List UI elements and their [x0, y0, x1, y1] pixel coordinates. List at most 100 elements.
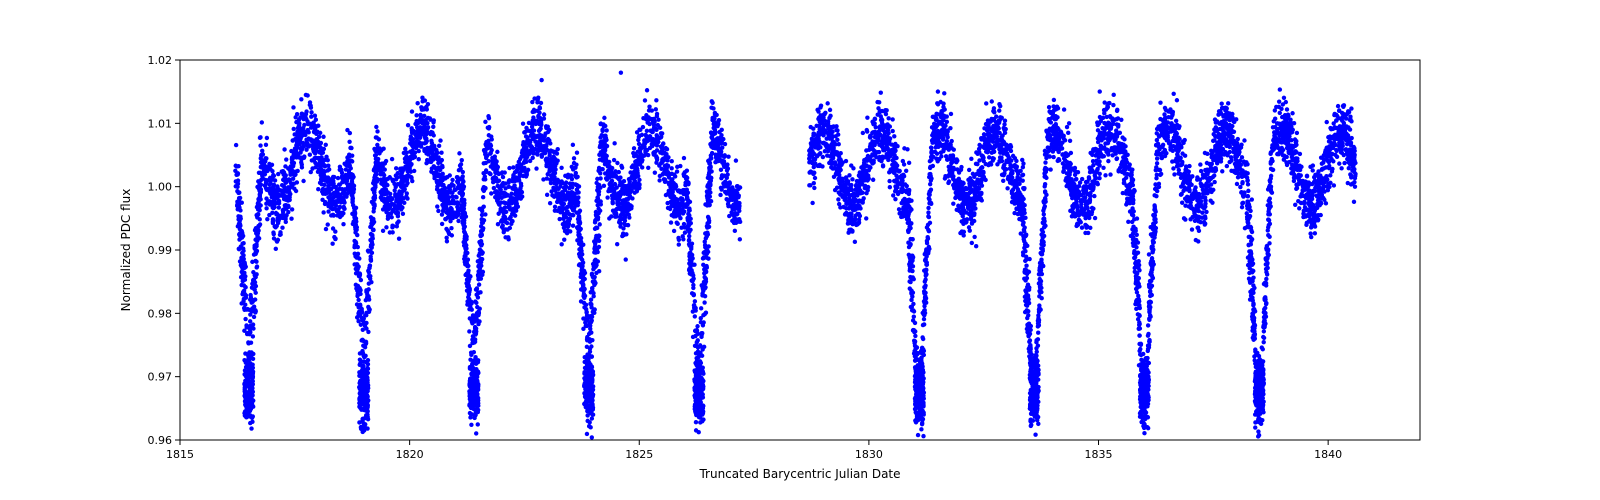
- data-point: [969, 157, 973, 161]
- data-point: [624, 257, 628, 261]
- data-point: [454, 195, 458, 199]
- data-point: [888, 185, 892, 189]
- data-point: [1344, 116, 1348, 120]
- data-point: [1047, 119, 1051, 123]
- data-point: [734, 158, 738, 162]
- data-point: [326, 209, 330, 213]
- data-point: [677, 242, 681, 246]
- data-point: [1315, 194, 1319, 198]
- data-point: [647, 108, 651, 112]
- data-point: [904, 169, 908, 173]
- data-point: [559, 242, 563, 246]
- data-point: [612, 141, 616, 145]
- data-point: [1093, 216, 1097, 220]
- data-point: [1120, 135, 1124, 139]
- data-point: [1159, 172, 1163, 176]
- data-point: [893, 184, 897, 188]
- data-point: [971, 172, 975, 176]
- data-point: [589, 303, 593, 307]
- data-point: [234, 143, 238, 147]
- data-point: [450, 178, 454, 182]
- data-point: [861, 131, 865, 135]
- data-point: [979, 137, 983, 141]
- data-point: [549, 181, 553, 185]
- data-point: [326, 222, 330, 226]
- data-point: [655, 112, 659, 116]
- data-point: [1240, 180, 1244, 184]
- data-point: [308, 153, 312, 157]
- data-point: [1290, 111, 1294, 115]
- x-tick-label: 1840: [1314, 448, 1342, 461]
- data-point: [1090, 206, 1094, 210]
- data-point: [643, 98, 647, 102]
- data-point: [405, 181, 409, 185]
- data-point: [1345, 142, 1349, 146]
- data-point: [483, 142, 487, 146]
- data-point: [836, 197, 840, 201]
- y-tick-label: 1.00: [148, 181, 173, 194]
- data-point: [912, 339, 916, 343]
- data-point: [265, 217, 269, 221]
- data-point: [336, 176, 340, 180]
- x-tick-label: 1835: [1085, 448, 1113, 461]
- data-point: [670, 159, 674, 163]
- data-point: [1316, 169, 1320, 173]
- data-point: [294, 189, 298, 193]
- data-point: [1190, 227, 1194, 231]
- data-point: [338, 165, 342, 169]
- data-point: [1203, 151, 1207, 155]
- data-point: [893, 197, 897, 201]
- data-point: [1088, 170, 1092, 174]
- data-point: [864, 216, 868, 220]
- data-point: [602, 116, 606, 120]
- data-point: [1083, 231, 1087, 235]
- data-point: [693, 314, 697, 318]
- data-point: [857, 217, 861, 221]
- data-point: [875, 100, 879, 104]
- data-point: [1066, 131, 1070, 135]
- data-point: [645, 129, 649, 133]
- data-point: [711, 126, 715, 130]
- data-point: [1169, 121, 1173, 125]
- data-point: [390, 177, 394, 181]
- data-point: [324, 227, 328, 231]
- y-axis-label: Normalized PDC flux: [119, 189, 133, 312]
- data-point: [456, 202, 460, 206]
- data-point: [913, 334, 917, 338]
- data-point: [1112, 93, 1116, 97]
- data-point: [1043, 182, 1047, 186]
- data-point: [834, 124, 838, 128]
- x-tick-label: 1815: [166, 448, 194, 461]
- data-point: [265, 136, 269, 140]
- data-point: [831, 156, 835, 160]
- y-tick-label: 1.02: [148, 54, 173, 67]
- data-point: [1320, 161, 1324, 165]
- data-point: [1111, 103, 1115, 107]
- y-tick-label: 0.99: [148, 244, 173, 257]
- data-point: [1236, 137, 1240, 141]
- data-point: [941, 137, 945, 141]
- data-point: [1240, 205, 1244, 209]
- data-point: [495, 150, 499, 154]
- data-point: [292, 127, 296, 131]
- y-tick-label: 0.98: [148, 307, 173, 320]
- data-point: [511, 165, 515, 169]
- data-point: [607, 187, 611, 191]
- data-point: [435, 204, 439, 208]
- data-point: [1295, 131, 1299, 135]
- data-point: [457, 151, 461, 155]
- data-point: [284, 157, 288, 161]
- data-point: [1183, 217, 1187, 221]
- data-point: [1077, 184, 1081, 188]
- data-point: [499, 191, 503, 195]
- data-point: [1132, 256, 1136, 260]
- data-point: [1051, 155, 1055, 159]
- data-point: [879, 90, 883, 94]
- data-point: [583, 320, 587, 324]
- data-point: [1273, 117, 1277, 121]
- data-point: [321, 210, 325, 214]
- data-point: [1155, 161, 1159, 165]
- data-point: [1158, 100, 1162, 104]
- data-point: [1098, 89, 1102, 93]
- data-point: [1278, 87, 1282, 91]
